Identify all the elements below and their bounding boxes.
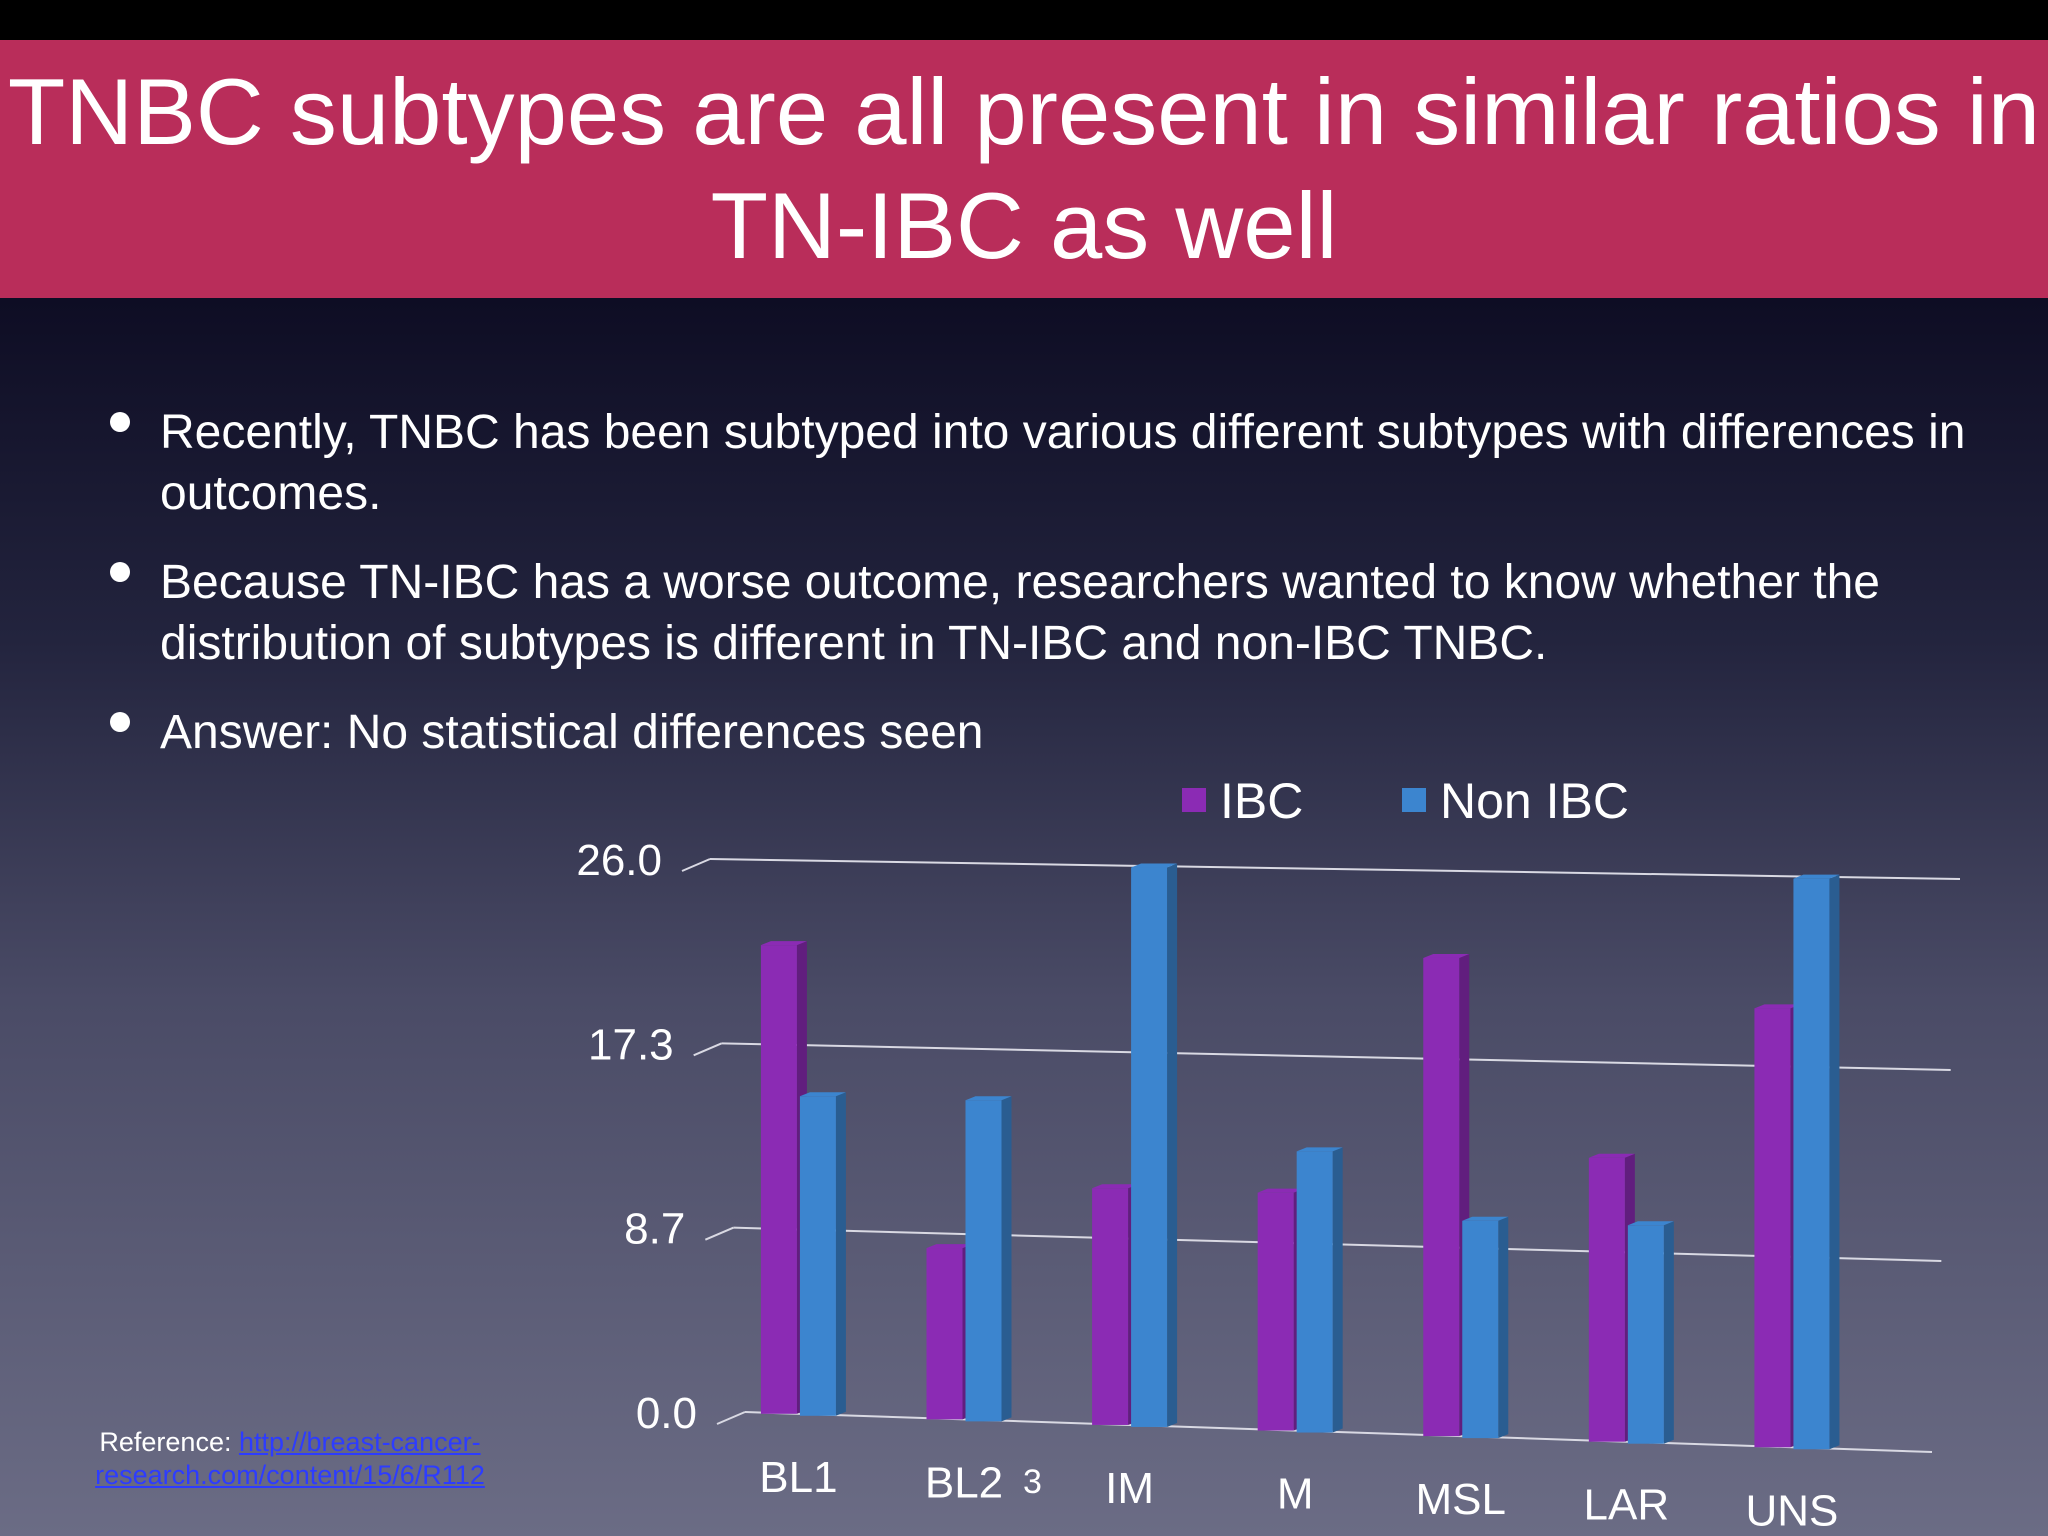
x-axis-labels: BL1 BL2 IM M MSL LAR UNS — [759, 1453, 1838, 1535]
bar-top — [760, 941, 807, 946]
bullet-item-3: Answer: No statistical differences seen — [105, 702, 1985, 763]
bar-side — [1001, 1096, 1012, 1422]
bar-face — [1257, 1192, 1294, 1431]
bar-m-non-ibc — [1296, 1147, 1343, 1433]
x-tick-label: UNS — [1745, 1486, 1838, 1535]
bar-top — [1627, 1221, 1674, 1226]
slide-title-line-1: TNBC subtypes are all present in similar… — [7, 59, 2041, 164]
bar-face — [1588, 1157, 1625, 1442]
bullet-item-1: Recently, TNBC has been subtyped into va… — [105, 402, 1985, 524]
bar-top — [1092, 1184, 1139, 1189]
bar-msl-ibc — [1423, 953, 1470, 1437]
chart-bars — [760, 863, 1840, 1450]
gridline — [721, 1042, 1951, 1071]
y-axis-labels: 0.0 8.7 17.3 26.0 — [576, 836, 697, 1438]
x-tick-label: BL2 — [925, 1458, 1003, 1507]
bar-top — [926, 1244, 973, 1249]
bar-face — [965, 1100, 1002, 1422]
gridline-tick — [716, 1411, 746, 1425]
bar-top — [1588, 1153, 1635, 1158]
gridline-tick — [704, 1226, 734, 1241]
bullet-item-2: Because TN-IBC has a worse outcome, rese… — [105, 552, 1985, 674]
bar-face — [1092, 1188, 1129, 1425]
bar-side — [1663, 1221, 1674, 1444]
bar-side — [1332, 1147, 1343, 1433]
bar-face — [1793, 878, 1830, 1450]
bar-face — [1754, 1008, 1791, 1448]
y-tick-label: 26.0 — [576, 836, 662, 885]
y-tick-label: 17.3 — [588, 1020, 674, 1069]
bar-face — [1462, 1220, 1499, 1439]
bar-top — [1257, 1188, 1304, 1193]
legend-label-non-ibc: Non IBC — [1440, 773, 1629, 829]
bar-top — [965, 1096, 1012, 1101]
slide-title: TNBC subtypes are all present in similar… — [8, 55, 2040, 283]
bar-top — [1793, 874, 1840, 879]
chart-legend: IBC Non IBC — [1182, 773, 1629, 829]
bar-uns-non-ibc — [1793, 874, 1840, 1450]
x-tick-label: BL1 — [759, 1453, 837, 1502]
bar-face — [760, 945, 797, 1414]
page-number: 3 — [1023, 1463, 1042, 1501]
bar-side — [1829, 874, 1840, 1450]
bar-face — [799, 1096, 836, 1416]
bar-face — [1423, 957, 1460, 1437]
title-banner: TNBC subtypes are all present in similar… — [0, 40, 2048, 298]
y-tick-label: 8.7 — [624, 1205, 685, 1254]
reference-link[interactable]: http://breast-cancer-research.com/conten… — [95, 1427, 485, 1490]
slide-title-line-2: TN-IBC as well — [710, 173, 1338, 278]
bar-face — [1296, 1151, 1333, 1433]
bar-top — [799, 1092, 846, 1097]
reference-note: Reference: http://breast-cancer-research… — [60, 1426, 520, 1492]
bar-top — [1754, 1004, 1801, 1009]
bar-bl1-non-ibc — [799, 1092, 846, 1416]
gridline-tick — [681, 858, 711, 872]
bar-top — [1462, 1216, 1509, 1221]
bar-top — [1131, 863, 1178, 868]
gridline-tick — [693, 1042, 723, 1057]
x-tick-label: MSL — [1416, 1475, 1506, 1524]
x-tick-label: IM — [1105, 1464, 1154, 1513]
bullet-list: Recently, TNBC has been subtyped into va… — [105, 402, 1985, 791]
x-tick-label: LAR — [1584, 1481, 1670, 1530]
y-tick-label: 0.0 — [636, 1389, 697, 1438]
bar-bl2-non-ibc — [965, 1096, 1012, 1422]
bar-side — [1167, 863, 1178, 1427]
bar-top — [1423, 953, 1470, 958]
reference-label: Reference: — [99, 1427, 232, 1457]
bar-im-non-ibc — [1131, 863, 1178, 1427]
legend-label-ibc: IBC — [1220, 773, 1303, 829]
bar-msl-non-ibc — [1462, 1216, 1509, 1439]
bar-face — [1627, 1225, 1664, 1444]
legend-swatch-non-ibc — [1402, 788, 1426, 812]
x-tick-label: M — [1277, 1470, 1314, 1519]
legend-swatch-ibc — [1182, 788, 1206, 812]
bar-lar-non-ibc — [1627, 1221, 1674, 1444]
bar-side — [1498, 1216, 1509, 1439]
gridline — [709, 858, 1961, 880]
bar-top — [1296, 1147, 1343, 1152]
bar-side — [835, 1092, 846, 1416]
bar-face — [926, 1248, 963, 1420]
bar-face — [1131, 867, 1168, 1427]
